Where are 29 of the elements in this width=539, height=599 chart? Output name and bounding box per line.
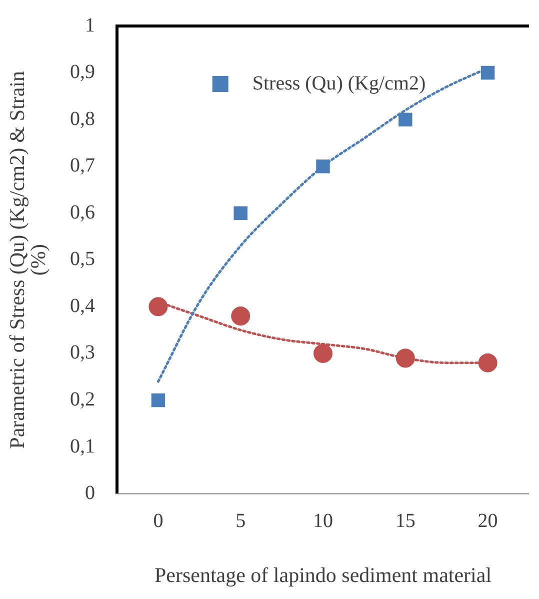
point xyxy=(398,112,412,126)
point xyxy=(314,344,332,363)
y-tick-label: 0,7 xyxy=(70,154,95,177)
y-tick-label: 0,3 xyxy=(70,342,95,364)
point xyxy=(316,159,330,174)
y-tick-label: 0,5 xyxy=(70,248,95,270)
legend-label: Stress (Qu) (Kg/cm2) xyxy=(252,72,426,94)
y-tick-label: 0 xyxy=(85,482,95,504)
y-tick-label: 0,2 xyxy=(70,388,95,410)
y-tick-label: 0,4 xyxy=(70,294,95,317)
y-axis-title: Parametric of Stress (Qu) (Kg/cm2) & Strain (%) xyxy=(5,70,50,449)
point xyxy=(480,66,495,80)
y-tick-label: 0,9 xyxy=(70,61,95,84)
point xyxy=(151,393,166,408)
point xyxy=(234,206,248,220)
point xyxy=(478,353,498,372)
x-tick-label: 10 xyxy=(313,510,333,532)
y-tick-label: 0,6 xyxy=(70,201,95,224)
point xyxy=(396,348,415,368)
x-tick-label: 5 xyxy=(236,510,246,532)
y-tick-label: 1 xyxy=(85,14,95,36)
x-axis-title: Persentage of lapindo sediment material xyxy=(154,562,492,587)
point xyxy=(231,306,250,326)
point xyxy=(148,297,168,316)
x-tick-label: 20 xyxy=(478,510,498,532)
x-tick-label: 0 xyxy=(153,510,164,532)
x-tick-label: 15 xyxy=(395,510,416,532)
y-tick-label: 0,1 xyxy=(70,435,95,458)
y-tick-label: 0,8 xyxy=(70,108,95,130)
